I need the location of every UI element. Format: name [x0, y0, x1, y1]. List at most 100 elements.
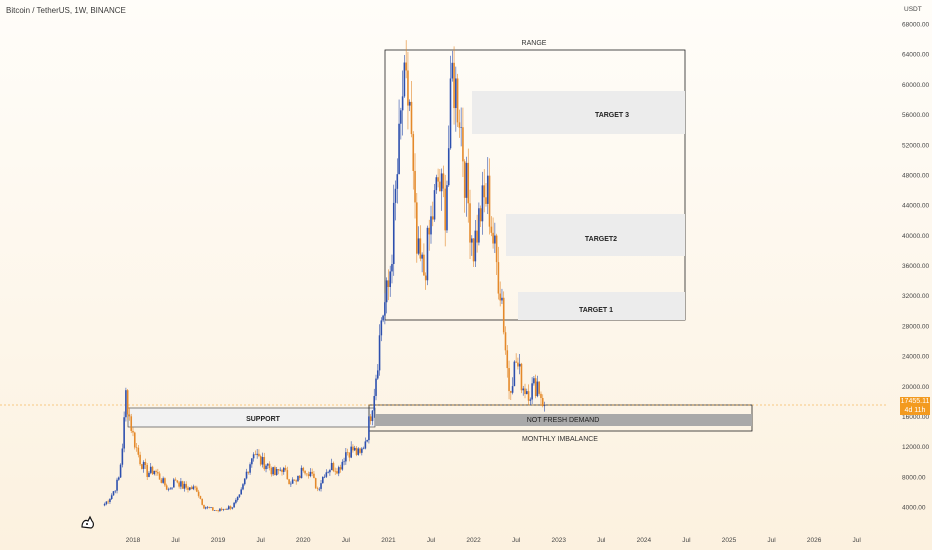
candle-body: [345, 452, 347, 462]
symbol-title: Bitcoin / TetherUS, 1W, BINANCE: [6, 6, 126, 15]
candle-body: [256, 453, 258, 455]
candle-body: [385, 280, 388, 303]
candle-body: [291, 479, 294, 484]
candle-body: [320, 483, 322, 489]
candle-body: [275, 469, 278, 475]
price-tick-label: 68000.00: [902, 22, 929, 29]
time-tick-label: 2023: [551, 537, 566, 544]
candle-body: [282, 467, 285, 472]
time-axis[interactable]: 2018 Jul 2019 Jul 2020 Jul 2021 Jul 2022 Jul 2023 J…: [126, 537, 862, 544]
candle-body: [447, 148, 450, 186]
candle-body: [371, 410, 374, 422]
candle-body: [146, 464, 148, 477]
price-axis[interactable]: 4000.00 8000.00 12000.00 16000.00 20000.00 24…: [902, 22, 929, 512]
candle-body: [208, 506, 211, 508]
target3-zone[interactable]: [472, 91, 685, 134]
candle-body: [361, 448, 363, 453]
candle-body: [300, 467, 303, 479]
candle-body: [462, 127, 464, 162]
candle-body: [339, 467, 342, 470]
candle-body: [114, 490, 117, 492]
candle-body: [123, 417, 125, 449]
candle-body: [251, 458, 253, 465]
candle-body: [508, 368, 510, 392]
candle-body: [534, 378, 537, 397]
support-label: SUPPORT: [246, 416, 281, 423]
candle-body: [128, 414, 131, 417]
candle-body: [240, 489, 243, 495]
candle-body: [206, 506, 209, 508]
price-tick-label: 28000.00: [902, 323, 929, 330]
candle-body: [478, 208, 480, 243]
candle-body: [373, 395, 376, 411]
candle-body: [424, 275, 427, 281]
candle-body: [446, 185, 448, 231]
candle-body: [357, 448, 360, 455]
demand-label: NOT FRESH DEMAND: [527, 417, 600, 424]
not-fresh-demand-zone[interactable]: [375, 414, 752, 426]
candle-body: [346, 452, 349, 453]
candle-body: [174, 479, 177, 481]
candle-body: [142, 461, 145, 469]
candle-body: [362, 448, 365, 450]
candle-body: [183, 483, 186, 489]
range-zone[interactable]: [384, 49, 686, 321]
candle-body: [204, 507, 207, 509]
candle-body: [222, 509, 225, 510]
candle-body: [274, 467, 276, 475]
candle-body: [188, 487, 191, 490]
candle-body: [219, 508, 221, 512]
candle-body: [267, 463, 269, 466]
candle-body: [486, 175, 489, 204]
current-price-value: 17455.11: [900, 398, 930, 405]
candle-body: [284, 467, 287, 471]
candle-body: [160, 479, 163, 483]
candle-body: [112, 491, 115, 496]
candle-body: [130, 416, 133, 431]
candle-body: [442, 173, 445, 189]
target1-zone[interactable]: [518, 292, 685, 320]
candle-body: [220, 508, 223, 510]
candle-body: [158, 473, 161, 480]
candle-body: [470, 238, 473, 243]
candle-body: [350, 446, 352, 458]
candle-body: [321, 477, 324, 484]
target1-label: TARGET 1: [579, 307, 613, 314]
time-tick-label: Jul: [342, 537, 351, 544]
candle-body: [376, 370, 379, 379]
candle-body: [242, 484, 244, 490]
candle-body: [226, 509, 228, 510]
candle-body: [281, 469, 283, 472]
target2-zone[interactable]: [506, 214, 685, 256]
candle-body: [314, 478, 317, 489]
candle-body: [407, 70, 409, 106]
candle-body: [121, 448, 124, 465]
candle-body: [199, 495, 202, 499]
candle-body: [254, 454, 257, 455]
candle-body: [541, 397, 544, 406]
candle-body: [110, 495, 113, 500]
candle-body: [288, 479, 290, 485]
candle-body: [529, 399, 532, 401]
candle-body: [265, 465, 267, 470]
candle-body: [495, 235, 498, 263]
candle-body: [187, 487, 189, 490]
candle-body: [456, 78, 459, 123]
price-tick-label: 20000.00: [902, 384, 929, 391]
candle-body: [190, 487, 193, 490]
candle-body: [463, 161, 466, 198]
candle-body: [293, 479, 296, 481]
candle-body: [472, 238, 475, 262]
candle-body: [148, 472, 150, 477]
candle-body: [467, 162, 470, 204]
candle-body: [316, 488, 319, 489]
candle-body: [517, 362, 519, 367]
time-tick-label: 2020: [296, 537, 311, 544]
candle-body: [389, 271, 392, 288]
candle-body: [334, 470, 337, 472]
candle-body: [483, 185, 486, 198]
candle-body: [323, 476, 326, 478]
candle-body: [194, 486, 196, 488]
